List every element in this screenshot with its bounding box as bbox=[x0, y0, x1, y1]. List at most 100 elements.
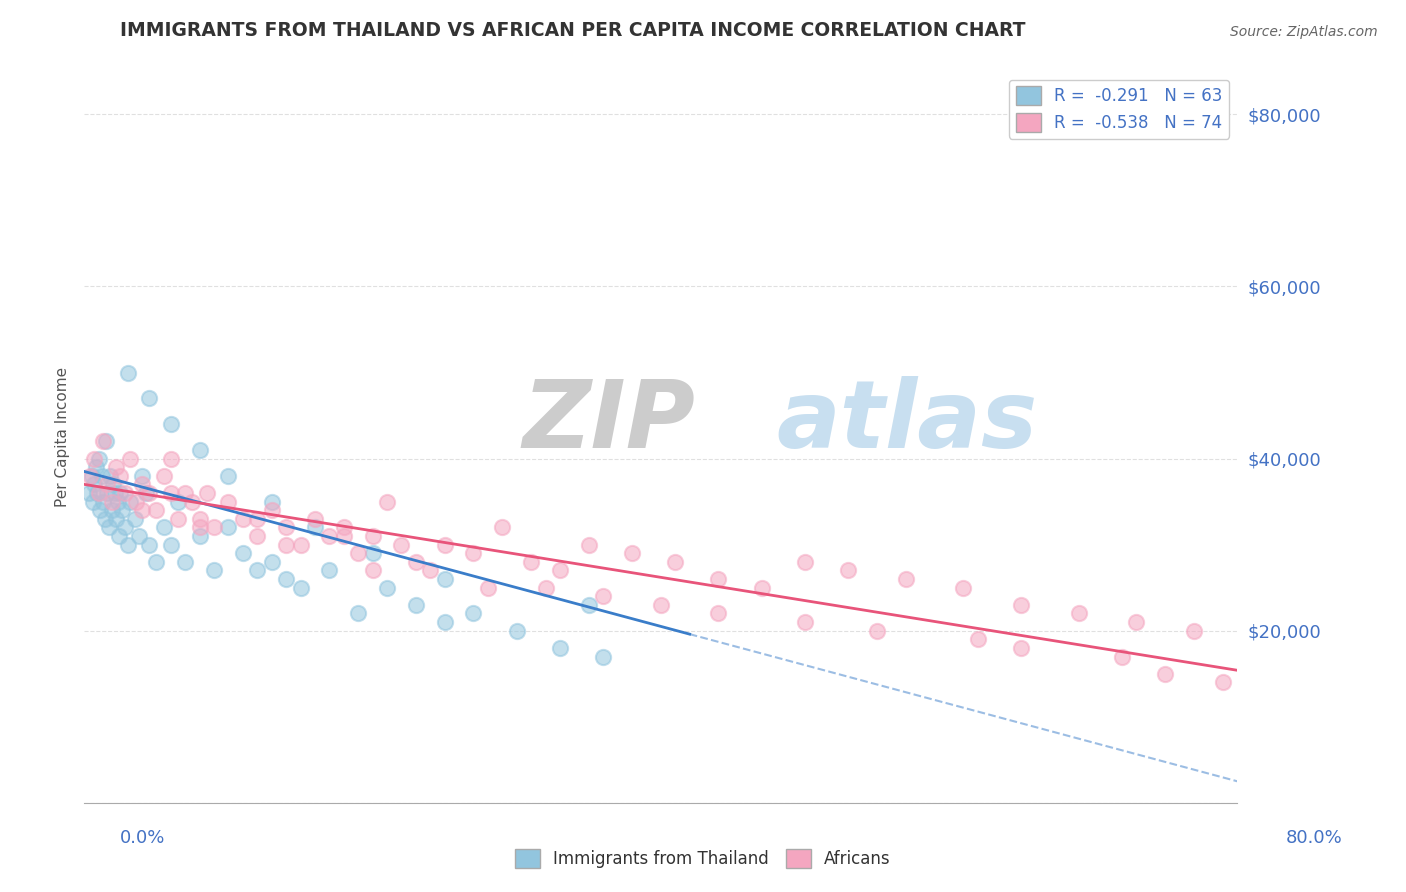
Point bbox=[304, 520, 326, 534]
Point bbox=[152, 520, 174, 534]
Point bbox=[1010, 598, 1032, 612]
Point bbox=[117, 538, 139, 552]
Point bbox=[96, 477, 118, 491]
Point bbox=[333, 520, 356, 534]
Point bbox=[160, 538, 183, 552]
Point bbox=[548, 564, 571, 578]
Point bbox=[751, 581, 773, 595]
Point bbox=[534, 581, 557, 595]
Point bbox=[138, 538, 160, 552]
Point bbox=[894, 572, 917, 586]
Point bbox=[433, 538, 456, 552]
Point bbox=[160, 451, 183, 466]
Point bbox=[125, 494, 148, 508]
Point bbox=[89, 503, 111, 517]
Point bbox=[347, 546, 370, 560]
Point bbox=[87, 486, 110, 500]
Point bbox=[578, 538, 600, 552]
Point bbox=[463, 546, 485, 560]
Point bbox=[111, 503, 134, 517]
Point bbox=[419, 564, 441, 578]
Point bbox=[160, 417, 183, 432]
Point bbox=[592, 589, 614, 603]
Point bbox=[202, 564, 225, 578]
Point bbox=[128, 529, 150, 543]
Point bbox=[145, 503, 167, 517]
Point bbox=[1212, 675, 1234, 690]
Point bbox=[1010, 640, 1032, 655]
Point bbox=[260, 555, 283, 569]
Point bbox=[100, 503, 122, 517]
Point bbox=[174, 486, 197, 500]
Point bbox=[110, 468, 132, 483]
Point bbox=[93, 512, 115, 526]
Point bbox=[433, 572, 456, 586]
Point bbox=[86, 486, 108, 500]
Point bbox=[174, 555, 197, 569]
Point bbox=[188, 529, 211, 543]
Point bbox=[218, 494, 240, 508]
Point bbox=[304, 512, 326, 526]
Point bbox=[195, 486, 218, 500]
Point bbox=[108, 529, 131, 543]
Point bbox=[578, 598, 600, 612]
Text: IMMIGRANTS FROM THAILAND VS AFRICAN PER CAPITA INCOME CORRELATION CHART: IMMIGRANTS FROM THAILAND VS AFRICAN PER … bbox=[120, 21, 1025, 39]
Point bbox=[232, 512, 254, 526]
Point bbox=[707, 572, 730, 586]
Text: 0.0%: 0.0% bbox=[120, 829, 165, 847]
Legend: R =  -0.291   N = 63, R =  -0.538   N = 74: R = -0.291 N = 63, R = -0.538 N = 74 bbox=[1010, 79, 1229, 138]
Point bbox=[318, 564, 340, 578]
Legend: Immigrants from Thailand, Africans: Immigrants from Thailand, Africans bbox=[509, 843, 897, 875]
Point bbox=[87, 451, 110, 466]
Text: ZIP: ZIP bbox=[523, 376, 696, 468]
Point bbox=[794, 555, 817, 569]
Point bbox=[1125, 615, 1147, 629]
Y-axis label: Per Capita Income: Per Capita Income bbox=[55, 367, 70, 508]
Point bbox=[152, 468, 174, 483]
Point bbox=[82, 494, 104, 508]
Point bbox=[477, 581, 499, 595]
Point bbox=[167, 512, 190, 526]
Point bbox=[347, 607, 370, 621]
Point bbox=[84, 460, 107, 475]
Point bbox=[188, 520, 211, 534]
Point bbox=[246, 564, 269, 578]
Point bbox=[276, 572, 298, 586]
Point bbox=[318, 529, 340, 543]
Point bbox=[135, 486, 157, 500]
Point bbox=[1154, 666, 1177, 681]
Point bbox=[120, 494, 142, 508]
Point bbox=[104, 486, 127, 500]
Point bbox=[1111, 649, 1133, 664]
Point bbox=[96, 486, 118, 500]
Point bbox=[361, 546, 384, 560]
Point bbox=[520, 555, 543, 569]
Point bbox=[548, 640, 571, 655]
Point bbox=[100, 494, 122, 508]
Point bbox=[650, 598, 672, 612]
Text: Source: ZipAtlas.com: Source: ZipAtlas.com bbox=[1230, 25, 1378, 38]
Point bbox=[98, 468, 121, 483]
Point bbox=[866, 624, 889, 638]
Point bbox=[110, 486, 132, 500]
Point bbox=[117, 366, 139, 380]
Point bbox=[188, 512, 211, 526]
Point bbox=[405, 555, 427, 569]
Point bbox=[433, 615, 456, 629]
Point bbox=[114, 486, 136, 500]
Point bbox=[375, 581, 398, 595]
Point bbox=[506, 624, 529, 638]
Point bbox=[246, 512, 269, 526]
Point bbox=[124, 512, 146, 526]
Point bbox=[181, 494, 204, 508]
Point bbox=[138, 486, 160, 500]
Point bbox=[105, 460, 128, 475]
Point bbox=[290, 581, 312, 595]
Point bbox=[160, 486, 183, 500]
Point bbox=[491, 520, 513, 534]
Point bbox=[218, 468, 240, 483]
Point bbox=[83, 477, 105, 491]
Text: atlas: atlas bbox=[776, 376, 1038, 468]
Point bbox=[405, 598, 427, 612]
Point bbox=[333, 529, 356, 543]
